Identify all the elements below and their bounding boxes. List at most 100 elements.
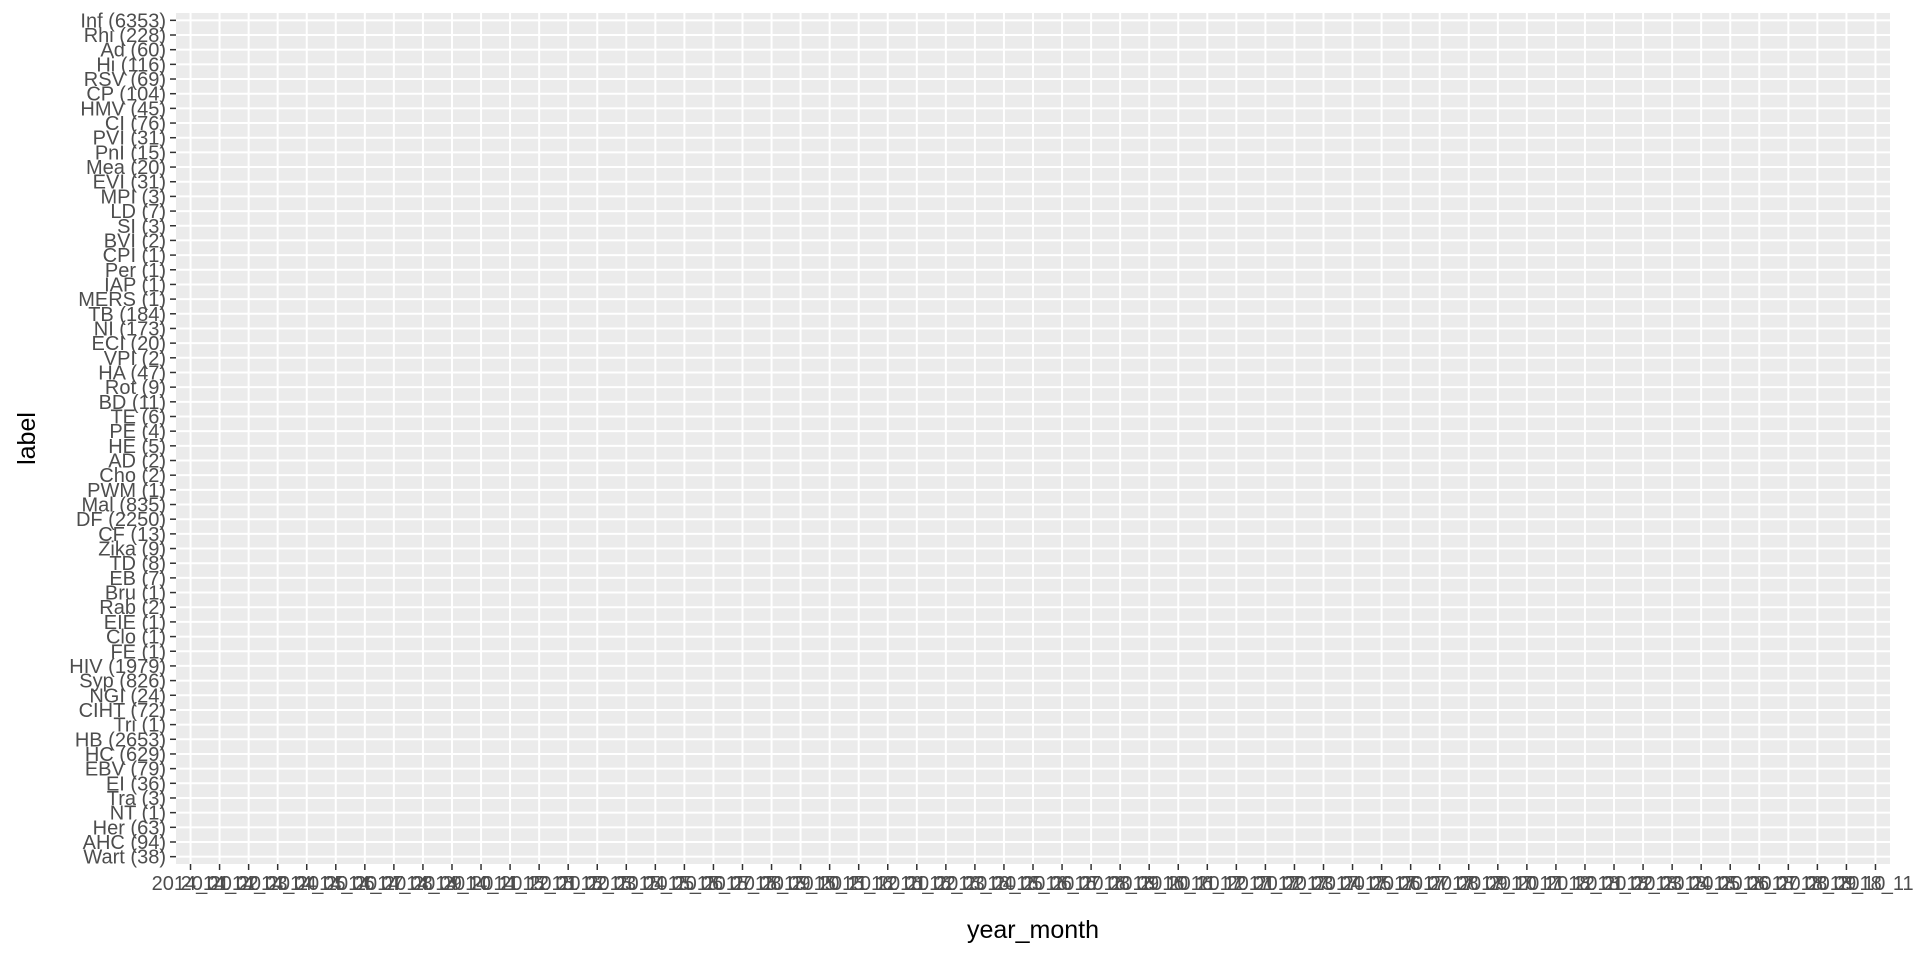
x-tick-label: 2018_08 (1749, 873, 1827, 895)
y-tick-label: ECI (20) (92, 333, 166, 355)
x-tick-label: 2017_06 (1343, 873, 1421, 895)
y-axis: Inf (6353)Rhi (228)Ad (60)Hi (116)RSV (6… (69, 10, 176, 869)
x-tick-label: 2017_03 (1256, 873, 1334, 895)
x-tick-label: 2016_11 (1140, 873, 1216, 895)
y-tick-label: Rhi (228) (84, 25, 166, 47)
grid-lines (176, 13, 1890, 864)
y-tick-label: AD (2) (108, 451, 166, 473)
x-tick-label: 2016_03 (907, 873, 985, 895)
x-tick-label: 2016_05 (965, 873, 1043, 895)
y-tick-label: Tra (3) (107, 788, 166, 810)
y-tick-label: Rot (9) (105, 377, 166, 399)
x-tick-label: 2014_10 (413, 873, 491, 895)
y-tick-label: BD (11) (99, 392, 166, 414)
x-tick-label: 2016_07 (1023, 873, 1101, 895)
y-tick-label: PE (4) (109, 421, 166, 443)
y-tick-label: PVI (31) (93, 128, 166, 150)
x-tick-label: 2017_04 (1285, 873, 1363, 895)
x-tick-label: 2015_05 (616, 873, 694, 895)
y-tick-label: EBV (79) (85, 759, 166, 781)
y-tick-label: PWM (1) (87, 480, 166, 502)
x-tick-label: 2017_02 (1226, 873, 1304, 895)
y-tick-label: Clo (1) (106, 627, 166, 649)
x-tick-label: 2016_04 (936, 873, 1014, 895)
x-tick-label: 2016_12 (1168, 873, 1246, 895)
x-tick-label: 2017_07 (1372, 873, 1450, 895)
y-tick-label: TE (6) (110, 406, 166, 428)
y-axis-title: label (13, 412, 41, 465)
y-tick-label: FE (1) (110, 641, 166, 663)
x-axis-title: year_month (967, 916, 1099, 944)
y-tick-label: MPI (3) (100, 186, 166, 208)
x-tick-label: 2015_04 (587, 873, 665, 895)
y-tick-label: HMV (45) (80, 98, 166, 120)
x-tick-label: 2018_07 (1720, 873, 1798, 895)
y-tick-label: HA (47) (98, 362, 166, 384)
x-axis: 2014_012014_022014_032014_042014_052014_… (152, 864, 1914, 895)
x-tick-label: 2017_08 (1401, 873, 1479, 895)
y-tick-label: PnI (15) (95, 142, 166, 164)
y-tick-label: EI (36) (106, 773, 166, 795)
y-tick-label: Bru (1) (105, 583, 166, 605)
y-tick-label: NT (1) (110, 803, 166, 825)
x-tick-label: 2014_07 (326, 873, 404, 895)
x-tick-label: 2018_06 (1691, 873, 1769, 895)
x-tick-label: 2014_08 (355, 873, 433, 895)
y-tick-label: Rab (2) (99, 597, 166, 619)
x-tick-label: 2017_11 (1489, 873, 1565, 895)
y-tick-label: Zika (9) (98, 539, 166, 561)
x-tick-label: 2017_10 (1459, 873, 1537, 895)
x-tick-label: 2017_09 (1430, 873, 1508, 895)
x-tick-label: 2015_01 (500, 873, 578, 895)
y-tick-label: HB (2653) (75, 729, 166, 751)
y-tick-label: MERS (1) (78, 289, 166, 311)
x-tick-label: 2015_02 (529, 873, 607, 895)
y-tick-label: EB (7) (109, 568, 166, 590)
y-tick-label: Tri (1) (113, 715, 166, 737)
y-tick-label: EIE (1) (104, 612, 166, 634)
x-tick-label: 2014_02 (181, 873, 259, 895)
y-tick-label: TD (8) (109, 553, 166, 575)
x-tick-label: 2015_10 (762, 873, 840, 895)
y-tick-label: Cho (2) (99, 465, 166, 487)
y-tick-label: Ad (60) (100, 40, 166, 62)
y-tick-label: CP (104) (86, 84, 166, 106)
x-tick-label: 2017_05 (1314, 873, 1392, 895)
x-tick-label: 2017_12 (1517, 873, 1595, 895)
x-tick-label: 2015_09 (733, 873, 811, 895)
x-tick-label: 2015_06 (645, 873, 723, 895)
y-tick-label: BVI (2) (104, 230, 166, 252)
x-tick-label: 2014_03 (210, 873, 288, 895)
y-tick-label: HIV (1979) (69, 656, 166, 678)
y-tick-label: RSV (69) (84, 69, 166, 91)
y-tick-label: EVI (31) (93, 172, 166, 194)
x-tick-label: 2014_09 (384, 873, 462, 895)
x-tick-label: 2018_09 (1778, 873, 1856, 895)
x-tick-label: 2014_11 (443, 873, 519, 895)
y-tick-label: CIHT (72) (79, 700, 166, 722)
y-tick-label: CF (13) (98, 524, 166, 546)
x-tick-label: 2014_06 (297, 873, 375, 895)
y-tick-label: Mea (20) (86, 157, 166, 179)
y-tick-label: NI (173) (94, 318, 166, 340)
y-tick-label: Wart (38) (83, 847, 166, 869)
x-tick-label: 2018_11 (1837, 873, 1913, 895)
x-tick-label: 2018_02 (1575, 873, 1653, 895)
x-tick-label: 2014_01 (152, 873, 230, 895)
x-tick-label: 2016_09 (1081, 873, 1159, 895)
x-tick-label: 2015_11 (791, 873, 867, 895)
y-tick-label: Syp (826) (79, 671, 166, 693)
y-tick-label: Inf (6353) (80, 10, 166, 32)
y-tick-label: LD (7) (110, 201, 166, 223)
x-tick-label: 2018_03 (1604, 873, 1682, 895)
y-tick-label: AHC (94) (83, 832, 166, 854)
y-tick-label: DF (2250) (76, 509, 166, 531)
x-tick-label: 2016_10 (1110, 873, 1188, 895)
x-tick-label: 2016_01 (849, 873, 927, 895)
y-tick-label: IAP (1) (104, 274, 166, 296)
x-tick-label: 2014_05 (268, 873, 346, 895)
y-tick-label: Hi (116) (96, 54, 166, 76)
x-tick-label: 2016_02 (878, 873, 956, 895)
y-tick-label: CPI (1) (103, 245, 166, 267)
